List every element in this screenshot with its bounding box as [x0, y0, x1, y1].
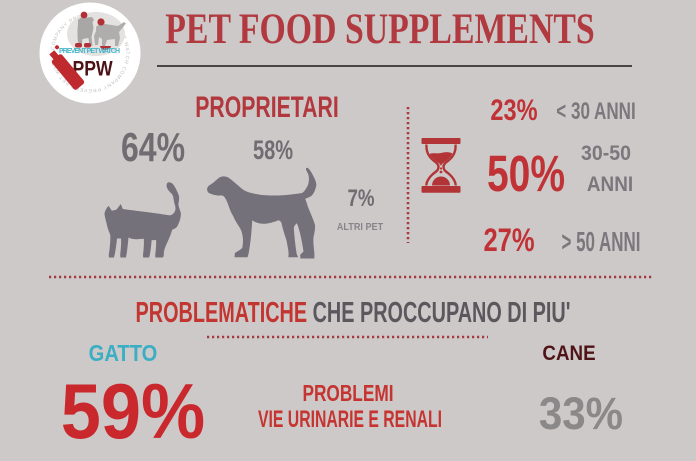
svg-text:PREVENT PET WATCH: PREVENT PET WATCH: [59, 48, 120, 55]
